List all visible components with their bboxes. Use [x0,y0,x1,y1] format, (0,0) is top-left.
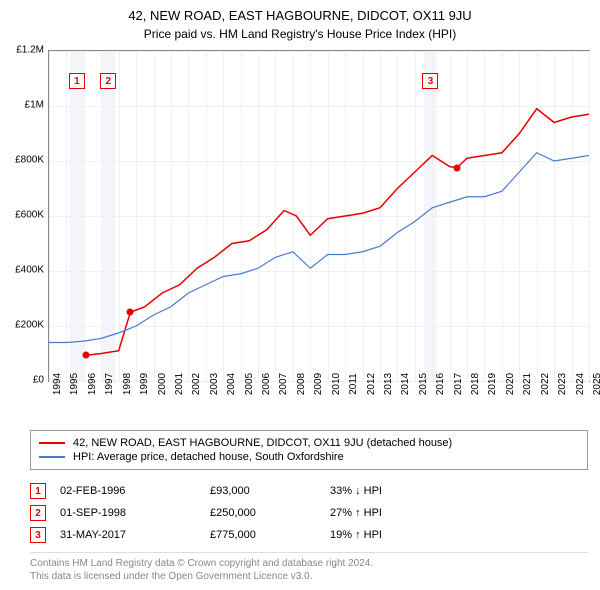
annotation-date: 31-MAY-2017 [46,529,210,541]
y-tick-label: £1M [25,100,44,111]
annotation-date: 01-SEP-1998 [46,507,210,519]
legend-item: HPI: Average price, detached house, Sout… [39,450,579,464]
x-tick-label: 2000 [157,373,168,395]
sale-point [82,352,89,359]
legend: 42, NEW ROAD, EAST HAGBOURNE, DIDCOT, OX… [30,430,588,470]
grid-line [589,51,590,381]
annotation-price: £250,000 [210,507,330,519]
x-tick-label: 2021 [522,373,533,395]
x-tick-label: 1998 [122,373,133,395]
x-tick-label: 2022 [540,373,551,395]
x-tick-label: 1996 [87,373,98,395]
annotation-pct: 33% ↓ HPI [330,485,382,497]
x-tick-label: 2004 [226,373,237,395]
chart-container: 42, NEW ROAD, EAST HAGBOURNE, DIDCOT, OX… [0,0,600,590]
chart-marker: 3 [422,73,438,89]
x-tick-label: 1999 [139,373,150,395]
footer-line2: This data is licensed under the Open Gov… [30,570,588,583]
annotation-price: £93,000 [210,485,330,497]
annotation-row: 201-SEP-1998£250,00027% ↑ HPI [30,502,588,524]
x-tick-label: 1994 [52,373,63,395]
footer-attribution: Contains HM Land Registry data © Crown c… [30,552,588,583]
x-tick-label: 1997 [104,373,115,395]
legend-label: HPI: Average price, detached house, Sout… [73,451,344,463]
x-tick-label: 2005 [244,373,255,395]
x-tick-label: 1995 [69,373,80,395]
annotation-pct: 27% ↑ HPI [330,507,382,519]
y-tick-label: £800K [15,155,44,166]
x-tick-label: 2019 [487,373,498,395]
y-tick-label: £400K [15,265,44,276]
annotation-marker: 3 [30,527,46,543]
plot-area: 12 3 [48,50,590,382]
sale-point [127,309,134,316]
x-tick-label: 2018 [470,373,481,395]
annotation-marker: 1 [30,483,46,499]
annotation-price: £775,000 [210,529,330,541]
chart-title: 42, NEW ROAD, EAST HAGBOURNE, DIDCOT, OX… [0,0,600,23]
legend-label: 42, NEW ROAD, EAST HAGBOURNE, DIDCOT, OX… [73,437,452,449]
legend-swatch [39,456,65,458]
x-tick-label: 2025 [592,373,600,395]
annotation-row: 102-FEB-1996£93,00033% ↓ HPI [30,480,588,502]
x-tick-label: 2003 [209,373,220,395]
y-tick-label: £600K [15,210,44,221]
x-tick-label: 2020 [505,373,516,395]
chart-marker: 2 [100,73,116,89]
footer-line1: Contains HM Land Registry data © Crown c… [30,557,588,570]
x-tick-label: 2002 [191,373,202,395]
x-tick-label: 2007 [278,373,289,395]
annotation-date: 02-FEB-1996 [46,485,210,497]
x-tick-label: 2014 [400,373,411,395]
x-tick-label: 2012 [366,373,377,395]
series-line [86,109,589,356]
x-tick-label: 2008 [296,373,307,395]
x-tick-label: 2006 [261,373,272,395]
legend-swatch [39,442,65,444]
y-tick-label: £0 [33,375,44,386]
annotations-table: 102-FEB-1996£93,00033% ↓ HPI201-SEP-1998… [30,480,588,546]
x-tick-label: 2023 [557,373,568,395]
chart-subtitle: Price paid vs. HM Land Registry's House … [0,23,600,49]
x-tick-label: 2010 [331,373,342,395]
chart-marker: 1 [69,73,85,89]
annotation-pct: 19% ↑ HPI [330,529,382,541]
legend-item: 42, NEW ROAD, EAST HAGBOURNE, DIDCOT, OX… [39,436,579,450]
y-tick-label: £1.2M [16,45,44,56]
x-tick-label: 2011 [348,373,359,395]
chart-svg [49,51,589,381]
x-tick-label: 2015 [418,373,429,395]
x-tick-label: 2017 [453,373,464,395]
annotation-row: 331-MAY-2017£775,00019% ↑ HPI [30,524,588,546]
x-tick-label: 2013 [383,373,394,395]
x-tick-label: 2001 [174,373,185,395]
x-tick-label: 2024 [575,373,586,395]
y-tick-label: £200K [15,320,44,331]
x-tick-label: 2016 [435,373,446,395]
x-tick-label: 2009 [313,373,324,395]
sale-point [453,164,460,171]
annotation-marker: 2 [30,505,46,521]
